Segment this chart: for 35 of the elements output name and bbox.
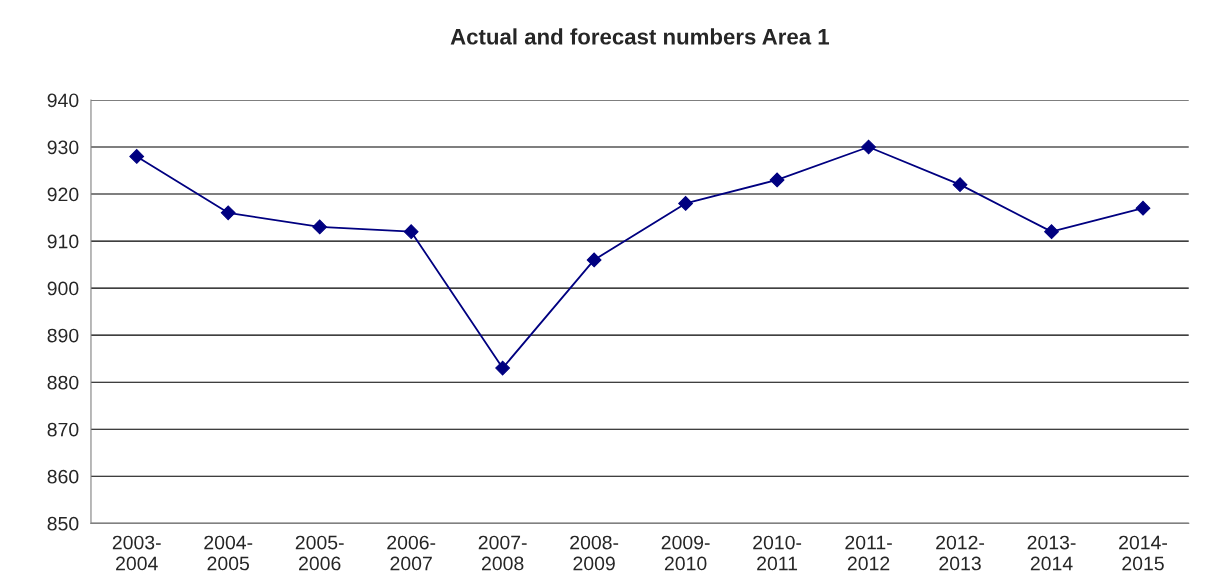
x-tick-label: 2014- 2015 <box>1119 535 1167 571</box>
x-tick-label: 2010- 2011 <box>753 535 802 571</box>
y-tick-label: 930 <box>47 140 79 155</box>
x-tick-label: 2005- 2006 <box>295 535 344 571</box>
y-tick-label: 880 <box>47 375 79 390</box>
point <box>861 139 876 155</box>
point <box>678 196 693 211</box>
point <box>1044 224 1059 240</box>
y-tick-label: 920 <box>47 187 79 202</box>
y-tick-label: 910 <box>47 234 79 249</box>
point <box>312 219 328 235</box>
point <box>769 172 785 188</box>
x-tick-label: 2003- 2004 <box>112 535 161 571</box>
point <box>220 205 236 221</box>
chart-title: Actual and forecast numbers Area 1 <box>450 28 830 45</box>
point <box>495 360 511 376</box>
x-tick-label: 2007- 2008 <box>478 535 527 571</box>
x-tick-label: 2004- 2005 <box>204 535 253 571</box>
y-tick-label: 850 <box>47 516 79 531</box>
x-tick-label: 2008- 2009 <box>570 535 619 571</box>
y-tick-label: 890 <box>47 328 79 343</box>
x-tick-label: 2006- 2007 <box>387 535 436 571</box>
y-tick-label: 900 <box>47 281 79 296</box>
y-tick-label: 940 <box>47 93 79 108</box>
point <box>1135 200 1151 216</box>
x-tick-label: 2012- 2013 <box>936 535 985 571</box>
x-tick-label: 2009- 2010 <box>661 535 710 571</box>
point <box>403 224 419 240</box>
x-tick-label: 2011- 2012 <box>845 535 892 571</box>
y-tick-label: 870 <box>47 422 79 437</box>
point <box>952 177 968 193</box>
x-tick-label: 2013- 2014 <box>1027 535 1076 571</box>
point <box>586 252 602 268</box>
point <box>129 149 145 164</box>
y-tick-label: 860 <box>47 469 79 484</box>
